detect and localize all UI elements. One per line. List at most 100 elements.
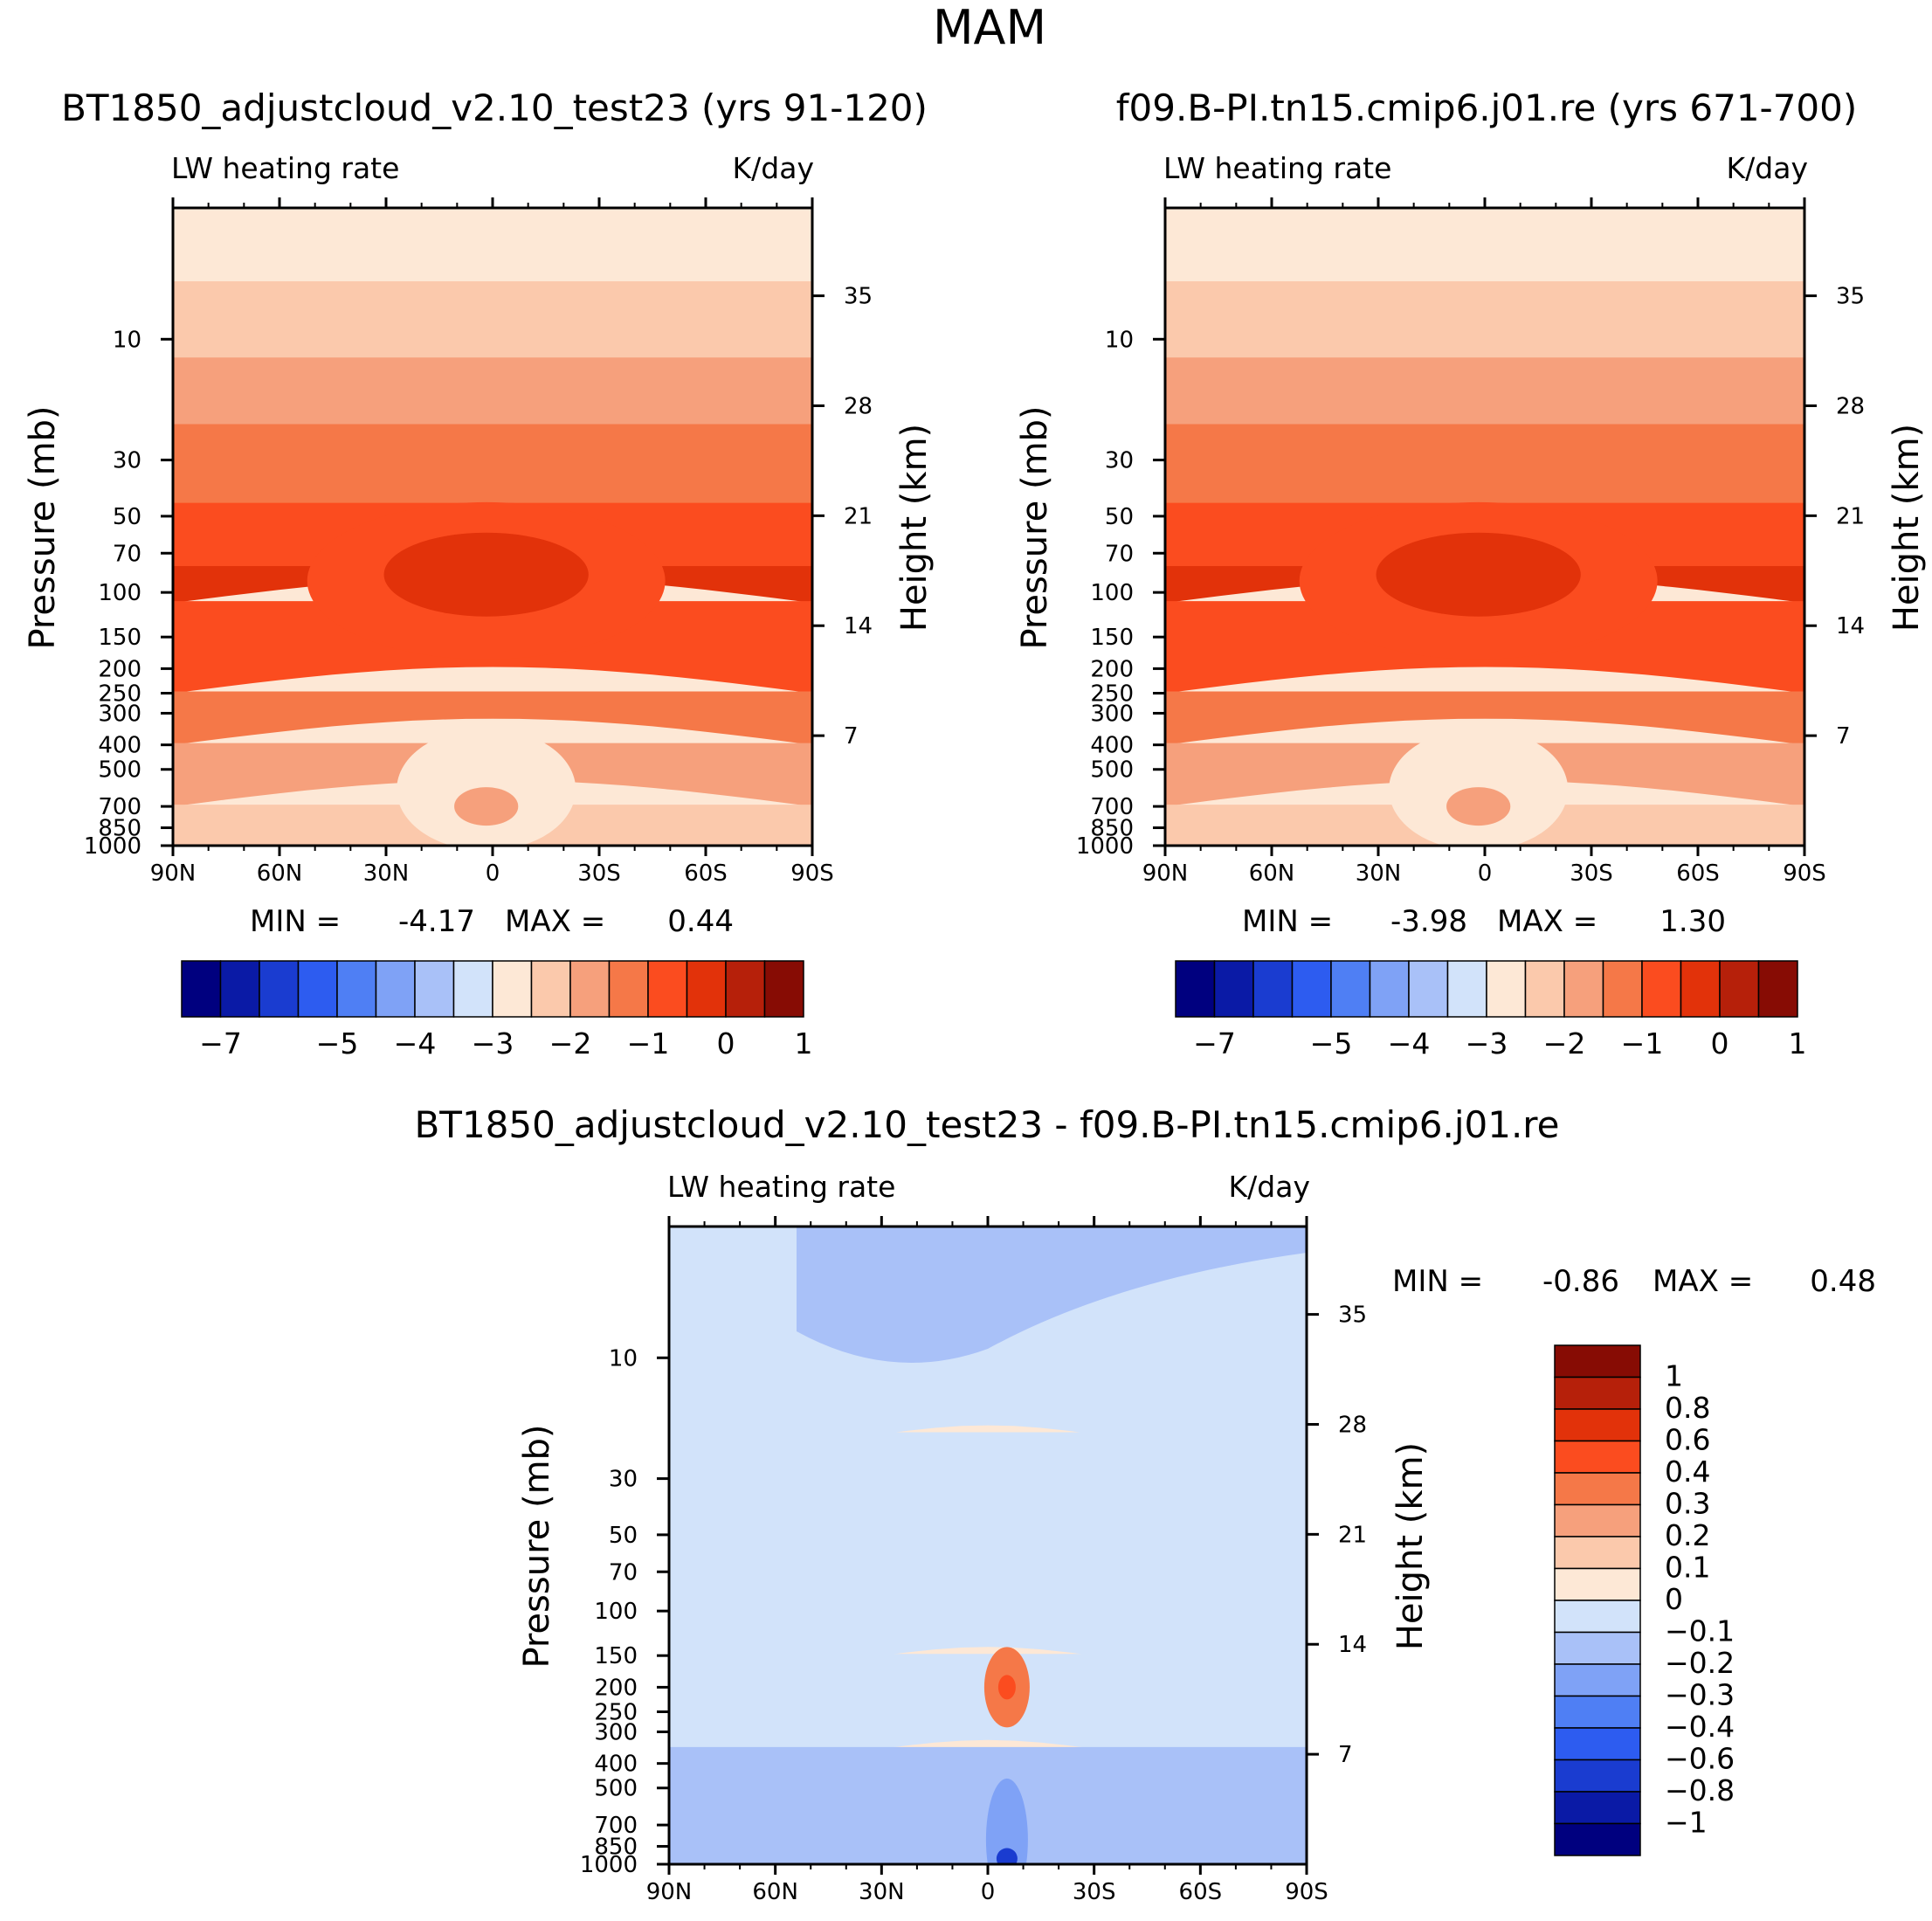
panel-1-band: [173, 208, 812, 306]
colorbar-label: −0.6: [1665, 1742, 1735, 1776]
colorbar-label: −3: [472, 1026, 514, 1061]
panel-2-min-label: MIN =: [1242, 904, 1333, 939]
colorbar-swatch: [1486, 960, 1527, 1018]
colorbar-label: −7: [199, 1026, 242, 1061]
colorbar-swatch: [1554, 1408, 1641, 1442]
panel-1: BT1850_adjustcloud_v2.10_test23 (yrs 91-…: [23, 86, 935, 1061]
x-tick-label: 30N: [1356, 860, 1402, 887]
panel-3-band: [669, 1746, 1307, 1864]
y-tick-label: 50: [113, 504, 141, 530]
colorbar-label: −0.4: [1665, 1710, 1735, 1744]
colorbar-swatch: [1213, 960, 1254, 1018]
y-tick-label: 850: [98, 816, 141, 842]
y-tick-label: 250: [98, 681, 141, 707]
y-tick-label: 200: [98, 656, 141, 682]
colorbar-label: −4: [394, 1026, 437, 1061]
colorbar-swatch: [1554, 1600, 1641, 1634]
panel-3-plot: 90N 60N 30N 0 30S 60S 90S103050701001502002503…: [580, 1216, 1367, 1905]
y-tick-label: 400: [1090, 733, 1134, 759]
colorbar-swatch: [1291, 960, 1332, 1018]
y-tick-label: 500: [594, 1776, 638, 1802]
colorbar-swatch: [1554, 1567, 1641, 1601]
colorbar-swatch: [686, 960, 727, 1018]
panel-2-title: f09.B-PI.tn15.cmip6.j01.re (yrs 671-700): [1116, 86, 1858, 129]
y2-tick-label: 21: [844, 503, 873, 529]
y-tick-label: 30: [609, 1467, 638, 1493]
colorbar-label: −1: [1621, 1026, 1664, 1061]
y-tick-label: 1000: [84, 833, 141, 860]
colorbar-label: 0.2: [1665, 1518, 1710, 1552]
panel-2-band: [1165, 424, 1804, 528]
panel-3-max-value: 0.48: [1810, 1264, 1876, 1299]
figure-title: MAM: [933, 0, 1046, 55]
colorbar-label: 0.6: [1665, 1423, 1710, 1457]
panel-1-max-value: 0.44: [667, 904, 734, 939]
panel-2-band: [1165, 691, 1804, 745]
y-tick-label: 500: [98, 757, 141, 784]
panel-1-y2label: Height (km): [894, 424, 935, 632]
y-tick-label: 1000: [580, 1852, 638, 1878]
colorbar-label: 0.1: [1665, 1551, 1710, 1585]
colorbar-swatch: [1554, 1822, 1641, 1856]
colorbar-label: −5: [316, 1026, 359, 1061]
colorbar-swatch: [569, 960, 611, 1018]
x-tick-label: 30S: [1570, 860, 1613, 887]
y-tick-label: 100: [98, 580, 141, 606]
y-tick-label: 700: [594, 1813, 638, 1839]
panel-2-lower-core: [1446, 787, 1511, 826]
y2-tick-label: 35: [1836, 284, 1865, 310]
y-tick-label: 200: [594, 1675, 638, 1701]
panel-3-ylabel: Pressure (mb): [517, 1424, 557, 1668]
y-tick-label: 70: [113, 541, 141, 567]
colorbar-label: −0.3: [1665, 1678, 1735, 1712]
colorbar-swatch: [492, 960, 533, 1018]
x-tick-label: 30N: [363, 860, 410, 887]
panel-1-lower-minimum: [397, 728, 576, 846]
colorbar-label: 0.8: [1665, 1391, 1710, 1425]
colorbar-label: 0.3: [1665, 1487, 1710, 1521]
panel-2-min-value: -3.98: [1390, 904, 1467, 939]
colorbar-label: −3: [1466, 1026, 1508, 1061]
panel-2-band: [1165, 208, 1804, 306]
colorbar-swatch: [1408, 960, 1449, 1018]
panel-2: f09.B-PI.tn15.cmip6.j01.re (yrs 671-700)…: [1015, 86, 1927, 1061]
x-tick-label: 60S: [684, 860, 728, 887]
colorbar-swatch: [1554, 1536, 1641, 1570]
panel-3-min-value: -0.86: [1542, 1264, 1619, 1299]
y-tick-label: 300: [98, 701, 141, 727]
panel-3-colorbar: 10.80.60.40.30.20.10−0.1−0.2−0.3−0.4−0.6…: [1554, 1344, 1735, 1856]
colorbar-swatch: [1554, 1631, 1641, 1665]
y-tick-label: 10: [1105, 327, 1134, 353]
panel-2-colorbar: −7 −5 −4 −3 −2 −1 0 1: [1175, 960, 1807, 1061]
panel-1-lower-core: [454, 787, 519, 826]
x-tick-label: 90N: [646, 1879, 693, 1905]
y-tick-label: 10: [113, 327, 141, 353]
colorbar-swatch: [1554, 1503, 1641, 1537]
colorbar-label: 0: [717, 1026, 735, 1061]
y-tick-label: 400: [594, 1752, 638, 1778]
panel-3-upper-negative: [797, 1227, 1307, 1363]
colorbar-swatch: [1330, 960, 1371, 1018]
x-tick-label: 30S: [1073, 1879, 1116, 1905]
colorbar-label: −7: [1193, 1026, 1236, 1061]
colorbar-swatch: [1554, 1695, 1641, 1729]
panel-1-max-label: MAX =: [505, 904, 605, 939]
panel-2-heating-max: [1376, 532, 1581, 617]
colorbar-swatch: [763, 960, 804, 1018]
x-tick-label: 90S: [790, 860, 834, 887]
colorbar-label: −0.2: [1665, 1646, 1735, 1680]
y-tick-label: 30: [113, 448, 141, 474]
y-tick-label: 100: [594, 1599, 638, 1625]
colorbar-swatch: [336, 960, 377, 1018]
panel-3-band: [669, 1432, 1307, 1665]
panel-3-negative-min: [996, 1848, 1018, 1864]
colorbar-label: 0: [1665, 1582, 1683, 1616]
y-tick-label: 100: [1090, 580, 1134, 606]
y-tick-label: 10: [609, 1345, 638, 1372]
panel-1-units: K/day: [733, 151, 814, 185]
x-tick-label: 60N: [1249, 860, 1295, 887]
colorbar-swatch: [1252, 960, 1294, 1018]
y2-tick-label: 28: [1836, 393, 1865, 419]
colorbar-swatch: [1554, 1663, 1641, 1697]
